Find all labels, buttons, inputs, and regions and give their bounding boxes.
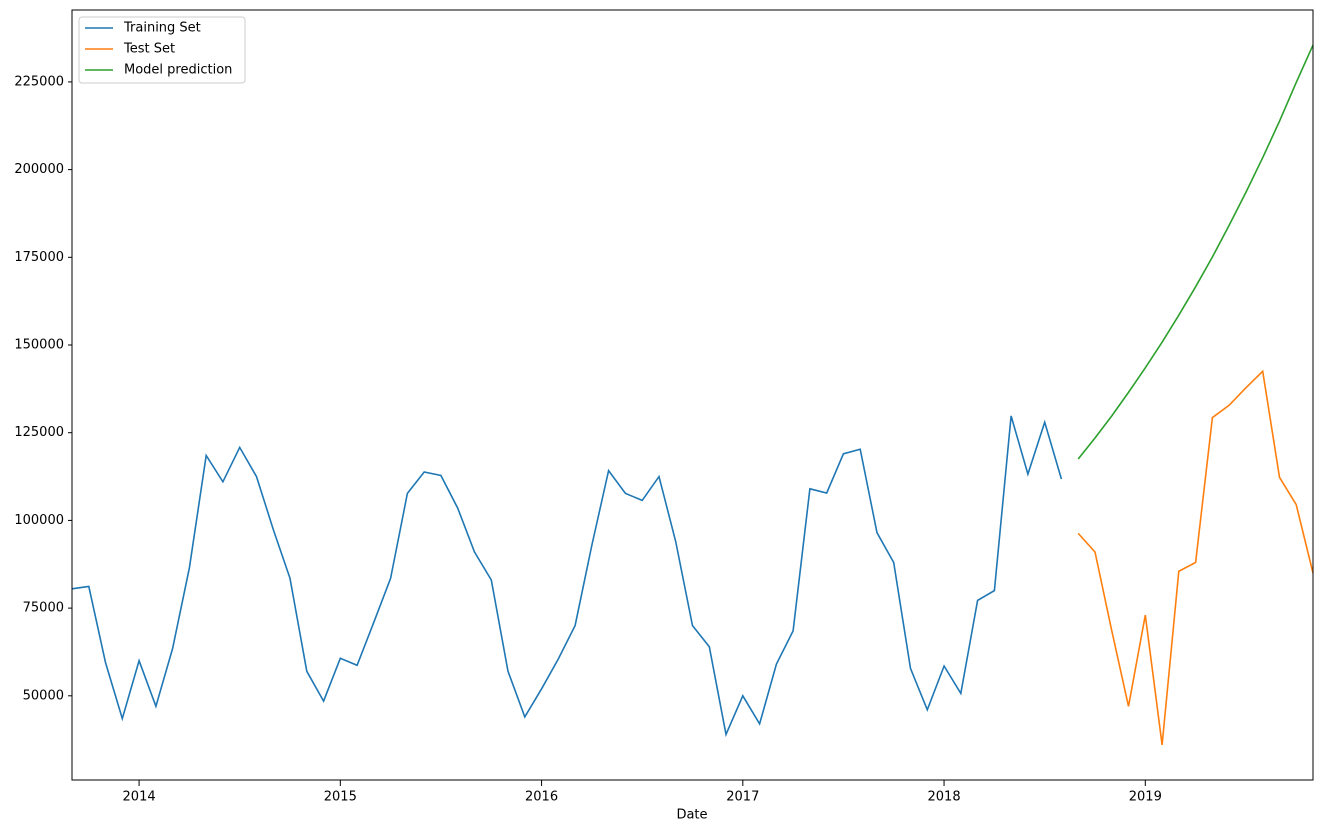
x-tick-label: 2017 (726, 790, 759, 805)
x-tick-label: 2019 (1129, 790, 1162, 805)
legend-label: Model prediction (124, 63, 232, 78)
y-tick-label: 75000 (23, 601, 64, 616)
legend: Training Set Test Set Model prediction (78, 16, 246, 84)
y-tick-label: 175000 (14, 250, 64, 265)
y-tick-label: 200000 (14, 162, 64, 177)
series-line (71, 415, 1063, 738)
plot-frame (71, 9, 1314, 781)
y-tick-label: 50000 (23, 688, 64, 703)
x-tick-label: 2018 (928, 790, 961, 805)
legend-label: Test Set (123, 42, 175, 57)
x-axis-label: Date (676, 808, 707, 823)
y-tick-label: 100000 (14, 513, 64, 528)
x-tick-label: 2015 (324, 790, 357, 805)
series-line (1077, 369, 1314, 746)
series-line (1077, 44, 1314, 460)
legend-box (78, 16, 246, 84)
y-tick-label: 225000 (14, 74, 64, 89)
x-tick-label: 2014 (123, 790, 156, 805)
legend-label: Training Set (123, 21, 201, 36)
y-tick-label: 150000 (14, 338, 64, 353)
y-tick-label: 125000 (14, 425, 64, 440)
x-tick-label: 2016 (525, 790, 558, 805)
